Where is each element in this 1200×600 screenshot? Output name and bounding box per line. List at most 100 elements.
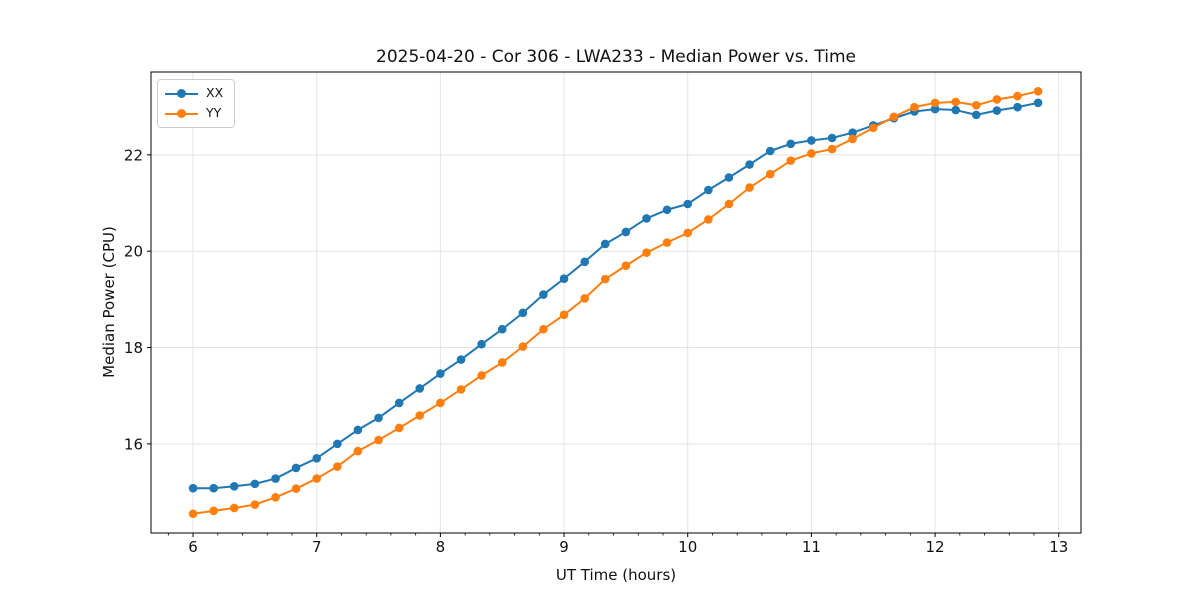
series-point-xx <box>704 185 713 195</box>
series-point-xx <box>683 199 693 209</box>
legend-dot-sample <box>177 109 186 118</box>
series-point-xx <box>580 257 590 267</box>
series-point-xx <box>394 398 404 408</box>
series-point-yy <box>910 102 919 112</box>
series-point-yy <box>229 503 239 513</box>
series-point-yy <box>353 446 363 456</box>
series-point-xx <box>374 413 383 423</box>
series-point-yy <box>621 261 631 270</box>
series-point-xx <box>621 227 631 237</box>
x-tick-label: 11 <box>802 538 821 556</box>
series-point-yy <box>374 435 383 445</box>
series-point-yy <box>456 385 466 394</box>
legend: XX YY <box>157 79 236 128</box>
series-point-xx <box>765 146 775 156</box>
series-point-yy <box>1033 86 1043 96</box>
series-point-yy <box>518 342 528 351</box>
series-point-xx <box>745 160 754 169</box>
series-point-yy <box>951 97 961 107</box>
series-point-yy <box>291 484 301 493</box>
series-point-xx <box>951 105 961 115</box>
series-point-xx <box>807 136 816 145</box>
series-point-yy <box>930 98 940 108</box>
series-point-yy <box>807 149 816 158</box>
series-point-xx <box>1033 98 1043 108</box>
series-point-xx <box>518 308 528 318</box>
x-tick-label: 8 <box>436 538 446 556</box>
series-point-xx <box>415 384 425 393</box>
series-point-xx <box>353 425 363 435</box>
series-point-xx <box>559 274 569 283</box>
series-point-yy <box>436 398 445 408</box>
series-point-yy <box>1013 91 1022 101</box>
series-point-yy <box>250 500 260 509</box>
series-point-xx <box>848 128 857 137</box>
series-point-yy <box>333 462 342 471</box>
series-point-yy <box>765 169 775 179</box>
series-point-xx <box>930 104 940 114</box>
series-point-xx <box>436 369 445 378</box>
series-point-xx <box>209 483 219 493</box>
series-point-xx <box>539 290 548 299</box>
x-tick-label: 6 <box>188 538 198 556</box>
x-tick-label: 7 <box>312 538 322 556</box>
x-tick-label: 13 <box>1049 538 1068 556</box>
series-point-yy <box>848 134 857 144</box>
series-point-yy <box>992 95 1002 104</box>
series-point-yy <box>539 324 548 334</box>
series-point-yy <box>415 411 425 420</box>
legend-item-yy: YY <box>165 105 223 122</box>
series-point-yy <box>209 506 219 516</box>
series-point-xx <box>1013 102 1022 112</box>
legend-item-xx: XX <box>165 85 223 102</box>
series-point-xx <box>786 139 796 149</box>
series-point-yy <box>559 310 569 320</box>
series-point-yy <box>642 248 651 257</box>
series-point-xx <box>600 239 610 249</box>
series-point-yy <box>662 238 672 247</box>
series-point-xx <box>477 339 486 349</box>
series-point-yy <box>312 474 322 483</box>
series-point-yy <box>704 215 713 224</box>
series-point-xx <box>642 214 651 223</box>
y-tick-label: 20 <box>124 243 143 261</box>
series-point-xx <box>971 110 981 120</box>
series-point-yy <box>497 358 507 367</box>
x-tick-label: 10 <box>678 538 697 556</box>
series-point-xx <box>312 454 322 463</box>
series-point-xx <box>456 355 466 364</box>
series-point-yy <box>600 274 610 284</box>
series-point-yy <box>271 493 280 502</box>
legend-label: XX <box>206 85 224 101</box>
series-point-yy <box>724 199 734 209</box>
series-point-xx <box>827 133 837 143</box>
y-tick-label: 18 <box>124 339 143 357</box>
legend-label: YY <box>206 105 222 121</box>
axes-frame <box>150 71 1082 534</box>
x-axis-label: UT Time (hours) <box>555 566 677 584</box>
series-line-xx <box>192 101 1040 490</box>
x-tick-label: 9 <box>559 538 569 556</box>
series-point-yy <box>477 371 486 380</box>
series-point-xx <box>271 474 280 483</box>
chart-title: 2025-04-20 - Cor 306 - LWA233 - Median P… <box>376 47 856 67</box>
series-point-yy <box>889 112 899 122</box>
y-axis-label: Median Power (CPU) <box>100 226 118 378</box>
series-point-xx <box>497 324 507 334</box>
series-point-yy <box>580 294 590 303</box>
series-point-xx <box>724 173 734 182</box>
series-point-xx <box>291 463 301 473</box>
series-point-xx <box>229 481 239 491</box>
series-point-yy <box>683 228 693 238</box>
series-point-yy <box>745 183 754 192</box>
series-point-xx <box>992 106 1002 115</box>
series-point-yy <box>188 509 198 519</box>
legend-line-marker-icon <box>165 89 198 98</box>
series-point-yy <box>786 156 796 165</box>
y-tick-label: 22 <box>124 146 143 164</box>
legend-dot-sample <box>177 89 186 98</box>
series-point-yy <box>394 423 404 433</box>
y-tick-label: 16 <box>124 435 143 453</box>
